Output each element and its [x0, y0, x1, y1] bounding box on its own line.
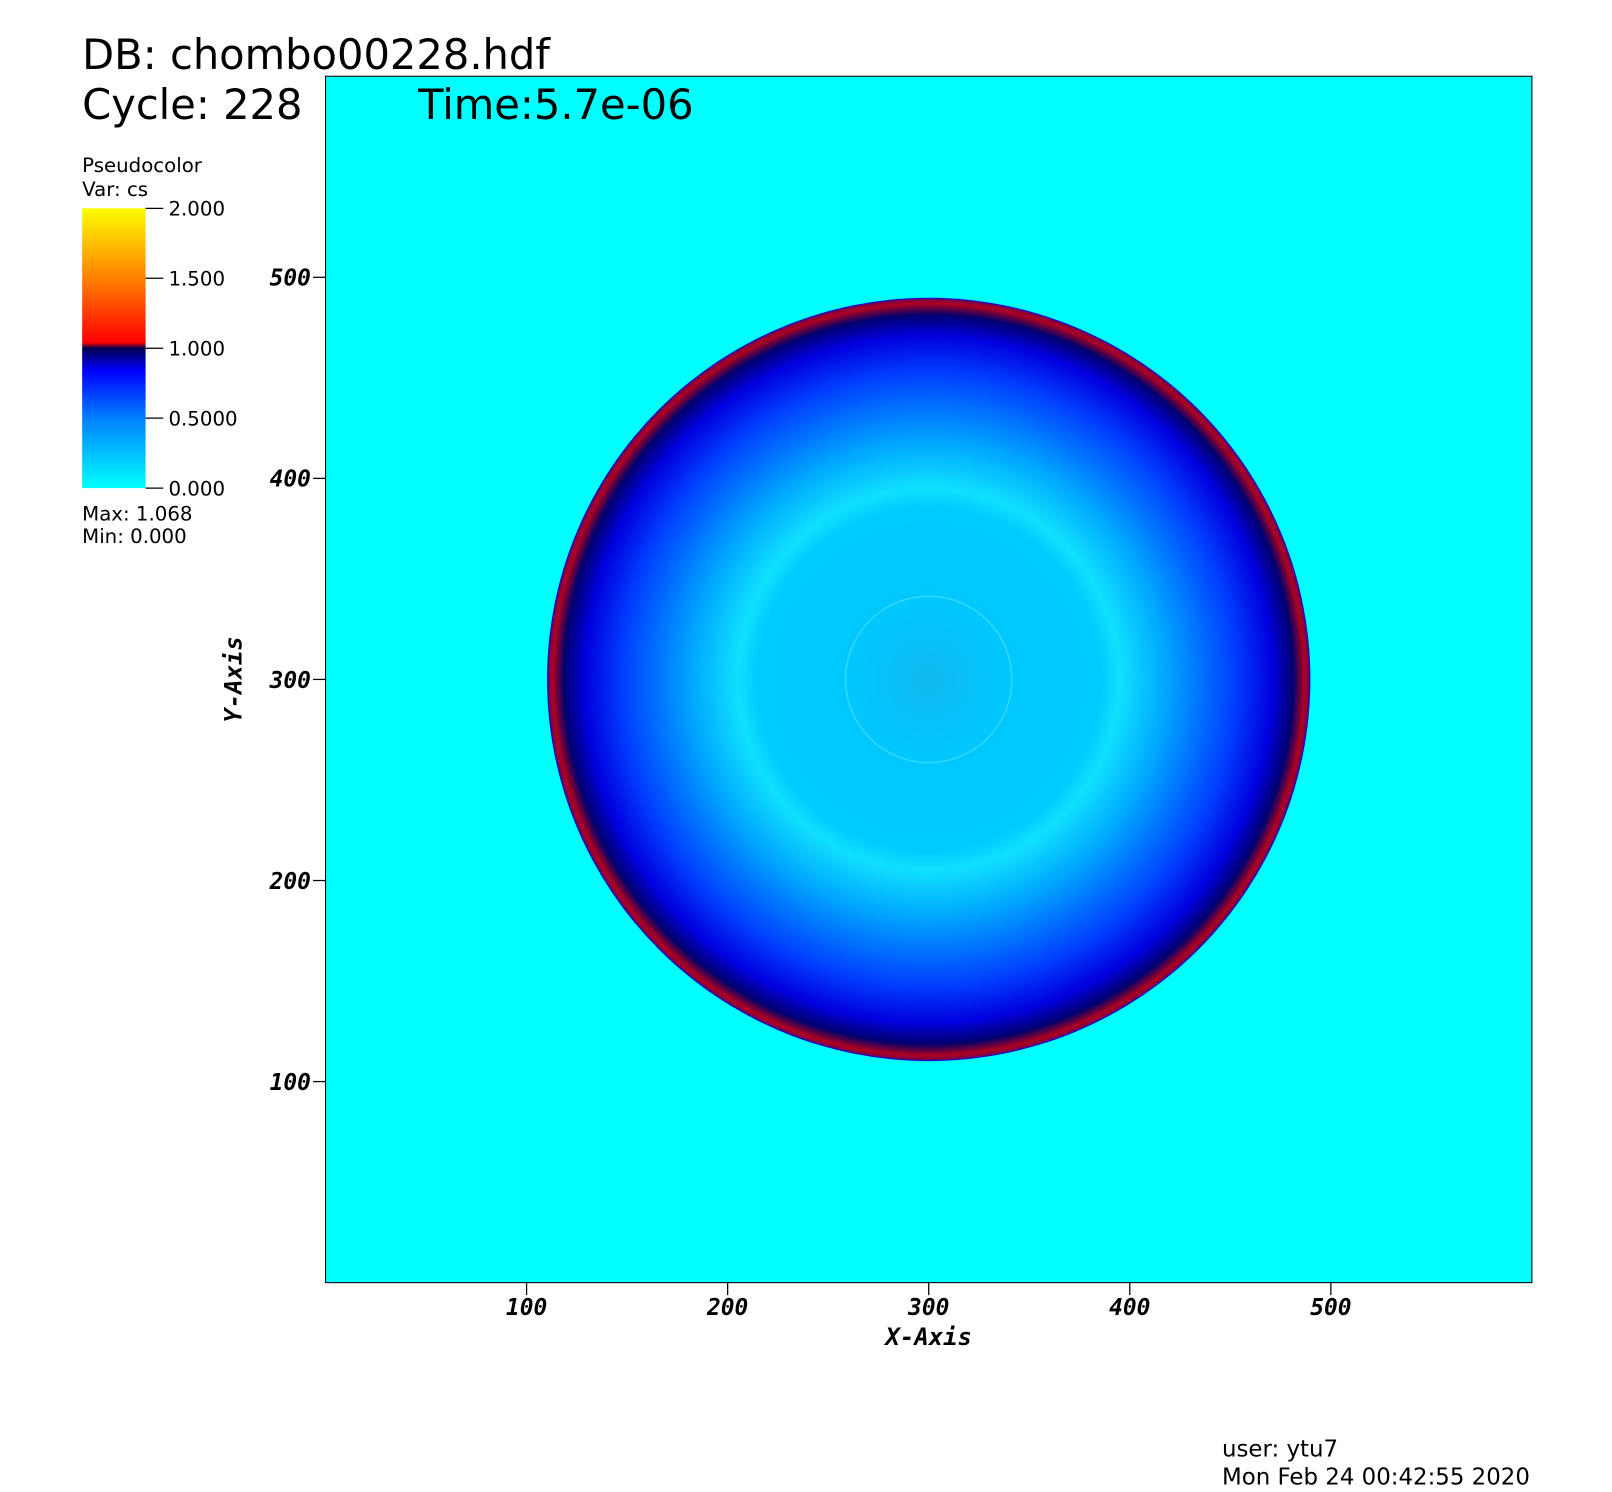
colorbar-tick-label: 0.000	[168, 477, 225, 500]
inner-front	[844, 595, 1013, 764]
colorbar-tick-label: 1.000	[168, 337, 225, 360]
colorbar-tick-label: 2.000	[168, 198, 225, 221]
x-tick-label: 500	[1310, 1295, 1351, 1321]
x-axis-label: X-Axis	[884, 1323, 972, 1351]
field-image	[547, 297, 1311, 1062]
colorbar-tick-label: 0.5000	[168, 407, 237, 430]
y-tick-label: 100	[270, 1070, 311, 1096]
x-tick-label: 100	[506, 1295, 547, 1321]
date: Mon Feb 24 00:42:55 2020	[1222, 1464, 1530, 1490]
x-tick-label: 300	[907, 1295, 949, 1321]
y-tick-label: 500	[270, 266, 311, 292]
legend-stat: Min: 0.000	[82, 525, 187, 548]
legend-var: Var: cs	[82, 178, 148, 201]
user: user: ytu7	[1222, 1436, 1338, 1462]
colorbar-tick-label: 1.500	[168, 268, 225, 291]
y-tick-label: 300	[269, 668, 311, 694]
title: DB: chombo00228.hdf	[82, 30, 551, 79]
y-tick-label: 400	[270, 467, 311, 493]
x-tick-label: 200	[706, 1295, 748, 1321]
time: Time:5.7e-06	[417, 80, 693, 129]
x-tick-label: 400	[1109, 1295, 1150, 1321]
colorbar	[82, 208, 146, 489]
cycle: Cycle: 228	[82, 80, 302, 129]
y-tick-label: 200	[269, 869, 311, 895]
legend-stat: Max: 1.068	[82, 502, 192, 525]
y-axis-label: Y-Axis	[219, 636, 247, 722]
legend-title: Pseudocolor	[82, 154, 203, 177]
